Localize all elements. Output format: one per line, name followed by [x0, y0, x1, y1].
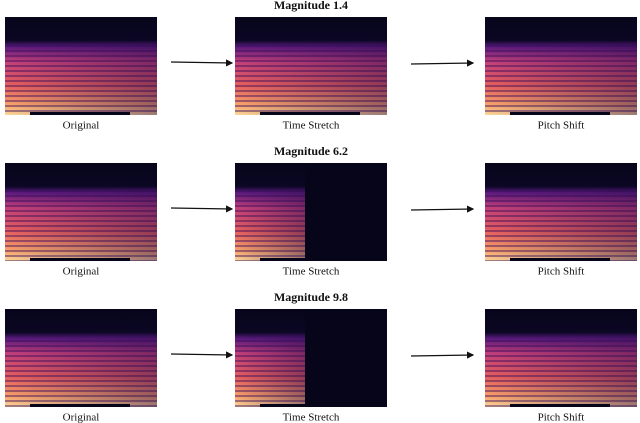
- spectrogram-silence: [260, 112, 360, 115]
- row-title: Magnitude 6.2: [274, 144, 348, 158]
- arrow: [170, 205, 234, 213]
- panel-label: Pitch Shift: [538, 266, 585, 278]
- panel-label: Pitch Shift: [538, 120, 585, 132]
- spectrogram-silence: [510, 258, 610, 261]
- panel-label: Time Stretch: [283, 266, 340, 278]
- row-title: Magnitude 1.4: [274, 0, 348, 12]
- arrow: [170, 59, 234, 67]
- spectrogram-silence: [510, 112, 610, 115]
- spectrogram-silence: [260, 404, 305, 407]
- spectrogram-decay: [235, 188, 305, 261]
- panel-label: Pitch Shift: [538, 412, 585, 423]
- arrow: [170, 351, 234, 359]
- spectrogram-decay: [485, 188, 637, 261]
- spectrogram-decay: [5, 42, 157, 115]
- row-title: Magnitude 9.8: [274, 290, 348, 304]
- spectrogram-decay: [235, 42, 387, 115]
- spectrogram-silence: [510, 404, 610, 407]
- arrow: [410, 205, 475, 213]
- spectrogram-silence: [30, 112, 130, 115]
- panel-label: Original: [63, 120, 100, 132]
- spectrogram-silence: [30, 258, 130, 261]
- spectrogram-silence: [260, 258, 305, 261]
- arrow: [410, 59, 475, 67]
- spectrogram-decay: [485, 334, 637, 407]
- spectrogram-decay: [485, 42, 637, 115]
- arrow: [410, 351, 475, 359]
- panel-label: Time Stretch: [283, 412, 340, 423]
- spectrogram-decay: [235, 334, 305, 407]
- panel-label: Time Stretch: [283, 120, 340, 132]
- panel-label: Original: [63, 412, 100, 423]
- panel-label: Original: [63, 266, 100, 278]
- spectrogram-silence: [30, 404, 130, 407]
- spectrogram-decay: [5, 334, 157, 407]
- spectrogram-decay: [5, 188, 157, 261]
